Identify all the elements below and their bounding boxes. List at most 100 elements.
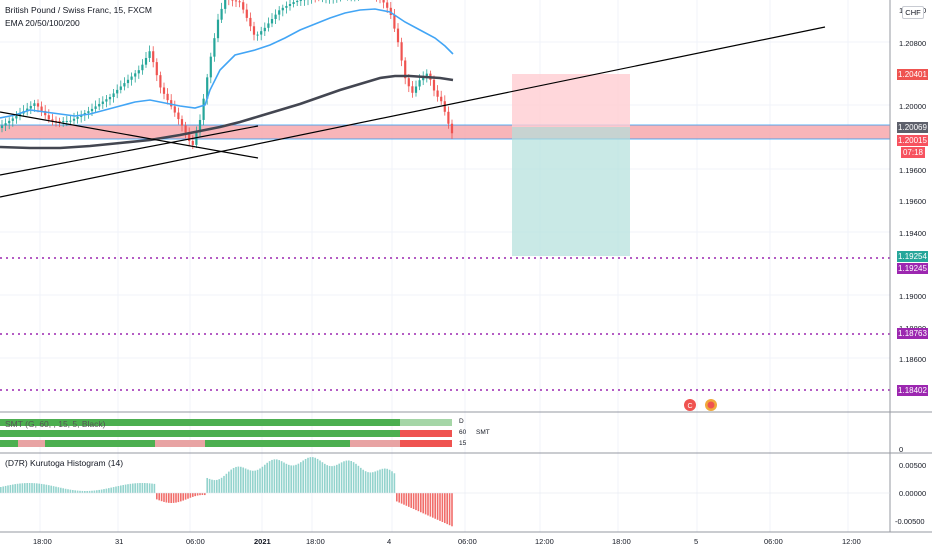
histogram-bar — [434, 493, 436, 519]
candlestick-series[interactable] — [0, 0, 454, 150]
candle-body — [386, 2, 389, 8]
hist-tick-label: -0.00500 — [895, 517, 925, 526]
histogram-bar — [216, 479, 218, 493]
histogram-bar — [165, 493, 168, 503]
histogram-bar — [333, 465, 336, 493]
time-axis[interactable]: 18:00 31 06:00 2021 18:00 4 06:00 12:00 … — [33, 537, 861, 546]
ema-fast-line[interactable] — [0, 8, 454, 119]
position-stop-zone[interactable] — [512, 74, 630, 127]
histogram-bar — [124, 484, 127, 493]
candle-body — [296, 0, 299, 3]
histogram-bar — [446, 493, 448, 525]
histogram-bar — [175, 493, 177, 503]
economic-event-icons[interactable]: C — [684, 399, 717, 411]
candle-body — [450, 123, 454, 134]
candle-body — [274, 14, 277, 20]
histogram-bar — [206, 477, 208, 493]
smt-segment — [400, 440, 452, 447]
hist-tick-label: 0.00000 — [899, 489, 926, 498]
symbol-title[interactable]: British Pound / Swiss Franc, 15, FXCM — [5, 5, 152, 15]
candle-body — [134, 73, 137, 77]
histogram-bar — [348, 460, 350, 493]
price-badge-dotted-2: 1.18763 — [897, 328, 928, 339]
histogram-bar — [357, 465, 360, 493]
histogram-bar — [360, 467, 362, 493]
smt-segment — [18, 440, 45, 447]
smt-row-label-60: 60 — [459, 429, 467, 436]
histogram-bar — [81, 490, 84, 493]
price-zone-band[interactable] — [0, 125, 890, 139]
histogram-bar — [144, 483, 146, 493]
candle-body — [130, 76, 133, 80]
histogram-bar — [367, 472, 369, 493]
histogram-bar — [24, 483, 26, 493]
price-tick-label: 1.19600 — [899, 197, 926, 206]
candle-body — [425, 73, 428, 77]
candle-body — [94, 106, 97, 109]
ema-indicator-label[interactable]: EMA 20/50/100/200 — [5, 18, 80, 28]
candle-body — [15, 116, 18, 119]
histogram-bar — [424, 493, 427, 515]
candle-body — [231, 0, 234, 1]
position-target-zone[interactable] — [512, 127, 630, 256]
histogram-bar — [168, 493, 170, 503]
histogram-bar — [309, 457, 312, 493]
smt-segment — [350, 440, 400, 447]
histogram-bar — [132, 483, 134, 493]
candle-body — [166, 93, 169, 101]
trendline-3[interactable] — [0, 26, 826, 198]
price-badge-dotted-1: 1.19245 — [897, 263, 928, 274]
histogram-bar — [98, 489, 100, 493]
histogram-bar — [427, 493, 429, 516]
candle-body — [36, 103, 40, 107]
histogram-bar — [256, 469, 259, 493]
histogram-bar — [103, 489, 105, 493]
price-axis[interactable]: 1.20800 1.20800 1.20000 1.19600 1.19600 … — [899, 6, 926, 364]
histogram-bar — [276, 459, 278, 493]
trendline-2[interactable] — [0, 125, 259, 176]
price-badge-target-top: 1.20401 — [897, 69, 928, 80]
histogram-bar — [304, 458, 307, 493]
histogram-bar — [297, 463, 300, 493]
histogram-bar — [300, 462, 302, 493]
event-icon[interactable] — [684, 399, 696, 411]
price-badge-dotted-3: 1.18402 — [897, 385, 928, 396]
histogram-bar — [122, 485, 124, 493]
trendline-1[interactable] — [0, 111, 259, 159]
candle-body — [270, 19, 274, 24]
histogram-bar — [180, 493, 182, 502]
histogram-bar — [232, 467, 235, 493]
candle-body — [422, 76, 425, 81]
smt-indicator-label[interactable]: SMT (G, 60, , 15, 5, Black) — [5, 419, 106, 429]
histogram-bar — [273, 459, 276, 493]
candle-body — [238, 1, 241, 3]
candle-body — [152, 51, 155, 63]
histogram-bar — [40, 483, 43, 493]
candle-body — [170, 100, 173, 107]
histogram-bar — [50, 485, 52, 493]
histogram-bar — [4, 485, 7, 493]
currency-button[interactable]: CHF — [902, 6, 924, 19]
histogram-bar — [12, 484, 14, 493]
histogram-bar — [57, 487, 60, 493]
candle-body — [242, 2, 245, 10]
histogram-bar — [31, 483, 33, 493]
histogram-indicator-label[interactable]: (D7R) Kurutoga Histogram (14) — [5, 458, 124, 468]
histogram-bar — [328, 465, 331, 493]
histogram-bar — [67, 489, 69, 493]
time-tick-label: 06:00 — [458, 537, 477, 546]
candle-body — [436, 90, 439, 97]
histogram-bar — [105, 488, 108, 493]
histogram-bar — [86, 490, 88, 493]
candle-body — [173, 106, 176, 113]
ema-slow-line[interactable] — [0, 74, 454, 150]
histogram-bar — [400, 493, 403, 504]
time-tick-label: 12:00 — [535, 537, 554, 546]
histogram-bar — [374, 471, 376, 493]
histogram-bar — [228, 471, 230, 493]
candle-body — [260, 31, 263, 35]
smt-segment — [0, 419, 400, 426]
histogram-bar — [136, 483, 139, 493]
candle-body — [414, 86, 418, 93]
